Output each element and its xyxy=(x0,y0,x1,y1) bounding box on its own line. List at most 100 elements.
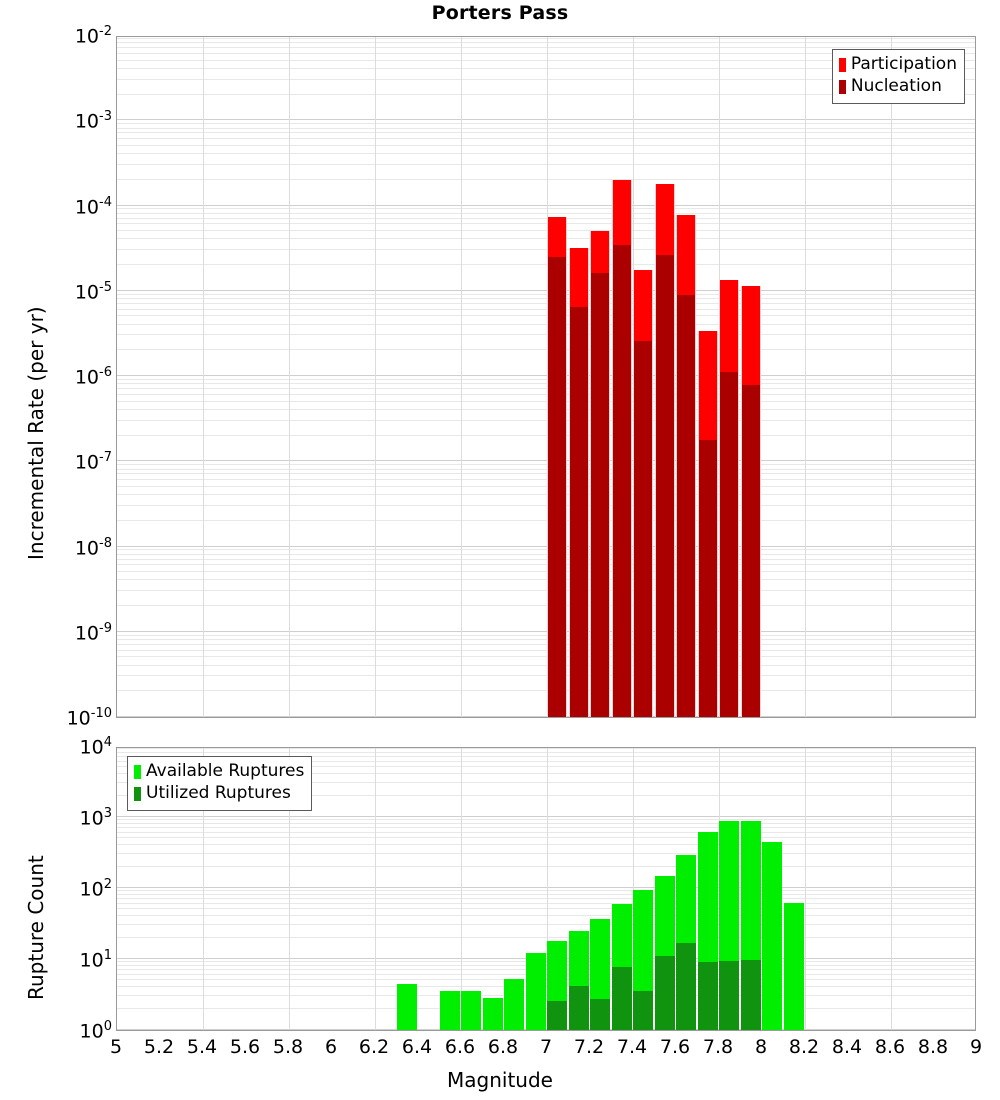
legend-item-available-ruptures: Available Ruptures xyxy=(134,761,304,783)
bar-segment-nucleation xyxy=(741,385,760,717)
x-tick-label: 8.6 xyxy=(874,1036,906,1058)
y-tick-label: 10-5 xyxy=(74,279,112,304)
bar-segment-nucleation xyxy=(720,372,738,717)
legend-label-available-ruptures: Available Ruptures xyxy=(146,761,305,781)
bar-segment-nucleation xyxy=(677,294,695,717)
bar-segment-nucleation xyxy=(569,306,588,717)
x-tick-label: 7 xyxy=(539,1036,553,1058)
y-tick-label: 10-8 xyxy=(74,535,112,559)
legend-item-participation: Participation xyxy=(838,54,957,76)
bar-rupture-count xyxy=(654,875,675,1030)
bar-segment-utilized xyxy=(740,960,761,1030)
x-tick-label: 5 xyxy=(109,1036,123,1058)
nucleation-swatch-icon xyxy=(838,79,846,94)
bar-segment-utilized xyxy=(547,1000,567,1030)
x-tick-label: 8.2 xyxy=(788,1036,820,1058)
bar-incremental-rate xyxy=(633,270,653,717)
bar-rupture-count xyxy=(697,831,718,1030)
bottom-bars xyxy=(117,748,975,1030)
y-tick-label: 10-4 xyxy=(74,194,112,218)
bar-incremental-rate xyxy=(547,217,567,717)
bar-segment-utilized xyxy=(568,985,589,1030)
available-ruptures-swatch-icon xyxy=(134,764,141,779)
bar-segment-utilized xyxy=(697,962,718,1030)
bar-rupture-count xyxy=(525,953,546,1030)
bar-segment-nucleation xyxy=(548,256,566,717)
bottom-legend: Available Ruptures Utilized Ruptures xyxy=(127,756,313,811)
bar-segment-utilized xyxy=(676,942,696,1030)
bar-rupture-count xyxy=(396,983,417,1030)
bottom-y-tick-labels: 104 103 102 101 100 xyxy=(0,0,112,1060)
bar-segment-nucleation xyxy=(634,340,652,717)
legend-item-nucleation: Nucleation xyxy=(838,75,957,98)
bar-segment-utilized xyxy=(719,960,739,1030)
bar-incremental-rate xyxy=(590,231,610,717)
x-tick-label: 7.4 xyxy=(616,1036,648,1058)
bar-rupture-count xyxy=(568,930,589,1030)
page-title: Porters Pass xyxy=(431,2,569,24)
bar-rupture-count xyxy=(633,889,653,1030)
y-tick-label: 10-6 xyxy=(74,365,112,389)
bar-incremental-rate xyxy=(697,330,718,717)
x-tick-label: 5.4 xyxy=(186,1036,218,1058)
bar-segment-utilized xyxy=(611,967,632,1030)
x-tick-label: 6.2 xyxy=(358,1036,390,1058)
legend-label-participation: Participation xyxy=(850,54,957,74)
x-axis-title: Magnitude xyxy=(447,1068,553,1092)
bar-incremental-rate xyxy=(676,215,696,717)
legend-label-utilized-ruptures: Utilized Ruptures xyxy=(146,782,291,803)
bar-rupture-count xyxy=(611,903,632,1030)
y-tick-label: 102 xyxy=(79,877,112,901)
y-tick-label: 100 xyxy=(79,1019,112,1043)
bar-rupture-count xyxy=(482,998,503,1030)
bar-rupture-count xyxy=(676,855,696,1030)
bar-rupture-count xyxy=(504,979,524,1030)
bar-incremental-rate xyxy=(611,179,632,717)
x-tick-label: 5.2 xyxy=(143,1036,175,1058)
utilized-ruptures-swatch-icon xyxy=(134,786,141,801)
x-tick-label: 5.8 xyxy=(272,1036,304,1058)
top-legend: Participation Nucleation xyxy=(831,49,965,104)
x-tick-label: 5.6 xyxy=(229,1036,261,1058)
bar-segment-utilized xyxy=(633,990,653,1030)
top-bars xyxy=(117,37,975,717)
x-tick-label: 6.8 xyxy=(487,1036,519,1058)
legend-label-nucleation: Nucleation xyxy=(850,75,942,96)
x-tick-label: 7.8 xyxy=(702,1036,734,1058)
y-tick-label: 101 xyxy=(79,948,112,972)
bar-segment-nucleation xyxy=(655,255,674,717)
x-tick-label: 6.4 xyxy=(401,1036,433,1058)
bar-incremental-rate xyxy=(568,247,589,717)
bar-rupture-count xyxy=(719,820,739,1030)
y-tick-label: 10-7 xyxy=(74,450,112,474)
incremental-rate-plot: Participation Nucleation xyxy=(116,36,976,718)
x-tick-label: 8.8 xyxy=(917,1036,949,1058)
y-tick-label: 103 xyxy=(79,806,112,830)
x-tick-label: 8 xyxy=(754,1036,768,1058)
participation-swatch-icon xyxy=(838,57,846,72)
bar-incremental-rate xyxy=(719,279,739,717)
y-tick-label: 10-10 xyxy=(66,706,112,730)
bar-rupture-count xyxy=(439,990,460,1030)
bar-segment-utilized xyxy=(654,956,675,1030)
x-tick-label: 8.4 xyxy=(831,1036,863,1058)
bar-incremental-rate xyxy=(740,285,761,717)
y-tick-label: 10-9 xyxy=(74,620,112,645)
x-tick-label: 7.6 xyxy=(659,1036,691,1058)
bar-rupture-count xyxy=(740,820,761,1030)
y-tick-label: 10-2 xyxy=(74,24,112,48)
bar-segment-utilized xyxy=(590,999,610,1030)
legend-item-utilized-ruptures: Utilized Ruptures xyxy=(134,783,304,805)
bar-incremental-rate xyxy=(654,183,675,717)
y-tick-label: 10-3 xyxy=(74,109,112,133)
x-tick-label: 7.2 xyxy=(573,1036,605,1058)
x-tick-label: 6 xyxy=(324,1036,338,1058)
top-y-tick-labels: 10-2 10-3 10-4 10-5 10-6 10-7 10-8 10-9 10-10 xyxy=(0,0,112,760)
bar-segment-nucleation xyxy=(698,439,717,717)
bar-segment-nucleation xyxy=(591,273,609,717)
bar-rupture-count xyxy=(547,940,567,1030)
x-tick-label: 6.6 xyxy=(444,1036,476,1058)
y-tick-label: 104 xyxy=(79,735,112,759)
rupture-count-plot: Available Ruptures Utilized Ruptures xyxy=(116,747,976,1031)
